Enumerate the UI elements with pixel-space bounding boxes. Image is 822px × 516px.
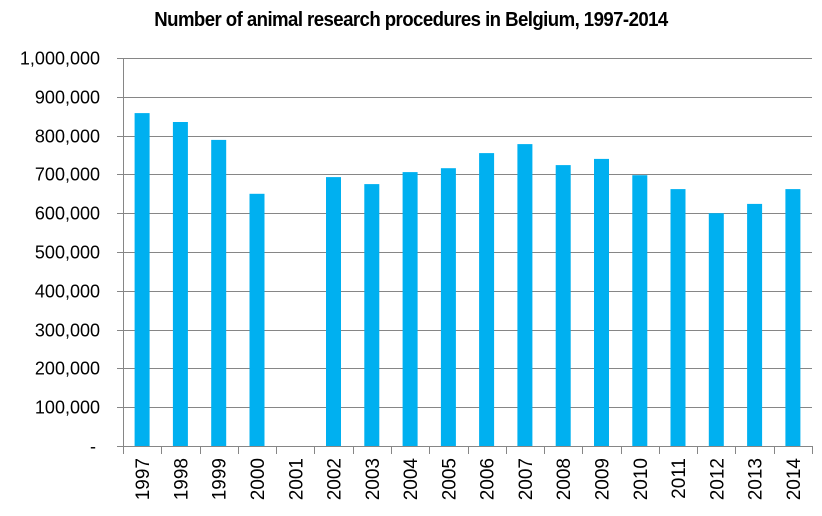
x-tick-label: 2008 <box>554 458 575 500</box>
y-tick-label: 800,000 <box>35 127 100 147</box>
bar-2014 <box>785 189 801 446</box>
axes <box>117 58 813 454</box>
y-tick-label: 500,000 <box>35 243 100 263</box>
x-tick-label: 2014 <box>784 458 805 501</box>
bars <box>134 113 801 446</box>
bar-2000 <box>249 193 265 446</box>
x-tick-label: 2001 <box>286 458 307 500</box>
bar-2003 <box>364 184 380 446</box>
gridlines <box>123 58 812 408</box>
bar-2006 <box>479 153 495 446</box>
x-tick-label: 2005 <box>439 458 460 500</box>
y-tick-label: 1,000,000 <box>20 49 100 69</box>
y-tick-label: - <box>90 437 96 457</box>
bar-2011 <box>670 189 686 446</box>
x-tick-label: 2012 <box>707 458 728 500</box>
x-tick-label: 2007 <box>516 458 537 500</box>
bar-2010 <box>632 175 648 446</box>
bar-2007 <box>517 144 533 446</box>
y-tick-label: 400,000 <box>35 282 100 302</box>
x-tick-label: 2002 <box>325 458 346 500</box>
bar-1998 <box>172 122 188 446</box>
bar-1999 <box>211 139 227 446</box>
y-tick-label: 300,000 <box>35 321 100 341</box>
y-tick-label: 200,000 <box>35 359 100 379</box>
x-tick-label: 1999 <box>210 458 231 500</box>
x-tick-label: 2000 <box>248 458 269 500</box>
y-axis-tick-labels: - 100,000 200,000 300,000 400,000 500,000 600,… <box>20 49 100 457</box>
bar-1997 <box>134 113 150 446</box>
bar-2005 <box>440 168 456 446</box>
chart-title: Number of animal research procedures in … <box>154 9 668 31</box>
y-tick-label: 900,000 <box>35 88 100 108</box>
bar-2008 <box>555 165 571 446</box>
y-tick-label: 600,000 <box>35 204 100 224</box>
x-tick-label: 2010 <box>631 458 652 500</box>
x-tick-label: 2011 <box>669 458 690 499</box>
x-tick-label: 2013 <box>746 458 767 500</box>
bar-2013 <box>747 203 763 446</box>
bar-2009 <box>594 158 609 446</box>
x-tick-label: 2004 <box>401 458 422 501</box>
x-tick-label: 2003 <box>363 458 384 500</box>
bar-2002 <box>326 177 341 446</box>
x-tick-label: 2006 <box>478 458 499 500</box>
x-tick-label: 1998 <box>171 458 192 500</box>
x-tick-label: 1997 <box>133 458 154 500</box>
x-tick-label: 2009 <box>593 458 614 500</box>
x-axis-tick-labels: 1997 1998 1999 2000 2001 2002 2003 2004 2005 2006… <box>133 458 805 501</box>
bar-2004 <box>402 172 418 446</box>
bar-2012 <box>708 213 724 446</box>
y-tick-label: 700,000 <box>35 165 100 185</box>
y-tick-label: 100,000 <box>35 398 100 418</box>
